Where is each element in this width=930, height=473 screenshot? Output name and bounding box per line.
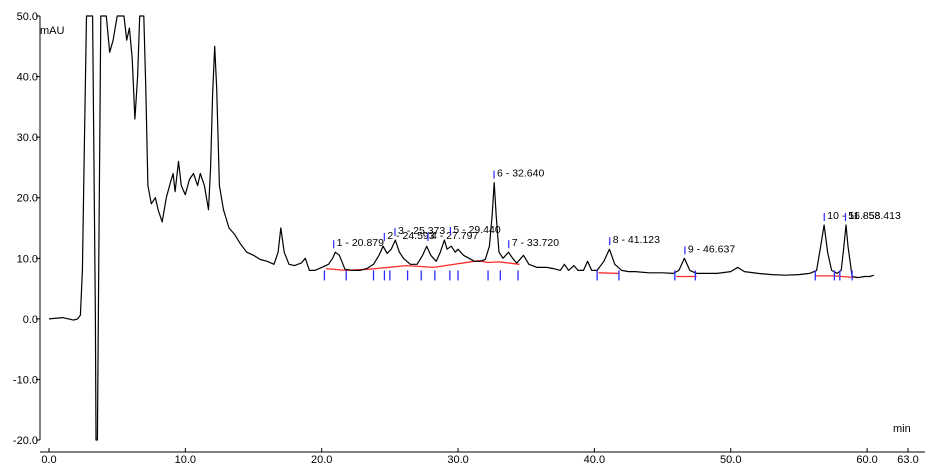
y-tick-label: 40.0: [17, 72, 38, 84]
peak-label: 9 - 46.637: [688, 243, 735, 255]
x-tick-label: 40.0: [584, 454, 605, 466]
x-tick-label: 63.0: [897, 454, 918, 466]
integration-baseline: [325, 260, 520, 272]
integration-baseline: [598, 272, 619, 275]
peak-label: 3 - 25.373: [398, 225, 445, 237]
y-tick-label: -10.0: [13, 374, 38, 386]
y-tick-label: 20.0: [17, 193, 38, 205]
x-tick-label: 10.0: [175, 454, 196, 466]
chromatogram-trace: [48, 15, 875, 441]
x-unit-label: min: [893, 423, 911, 435]
peak-label: 4 - 27.797: [431, 230, 478, 242]
series-layer: [48, 15, 875, 441]
x-tick-label: 60.0: [856, 454, 877, 466]
peak-label: 10 - 56.858: [827, 210, 880, 222]
y-tick-label: 50.0: [17, 11, 38, 23]
y-tick-label: 10.0: [17, 253, 38, 265]
x-tick-label: 30.0: [447, 454, 468, 466]
marker-layer: [323, 270, 853, 281]
axes-layer: 50.040.030.020.010.00.0-10.0-20.00.0 10.0…: [13, 11, 925, 466]
peak-label: 6 - 32.640: [497, 168, 544, 180]
x-tick-label: 20.0: [311, 454, 332, 466]
y-tick-label: 30.0: [17, 132, 38, 144]
y-tick-label: -20.0: [13, 435, 38, 447]
peak-label: 5 - 29.440: [453, 224, 500, 236]
y-unit-label: mAU: [40, 25, 65, 37]
x-tick-label: 50.0: [720, 454, 741, 466]
peak-label: 11 - 58.413: [848, 210, 901, 222]
peak-label: 8 - 41.123: [613, 234, 660, 246]
x-tick-label: 0.0: [41, 454, 56, 466]
peak-label: 2 - 24.593: [387, 230, 434, 242]
y-tick-label: 0.0: [23, 314, 38, 326]
integration-baseline: [815, 275, 858, 278]
peak-label: 1 - 20.879: [337, 237, 384, 249]
peak-label: 7 - 33.720: [512, 237, 559, 249]
